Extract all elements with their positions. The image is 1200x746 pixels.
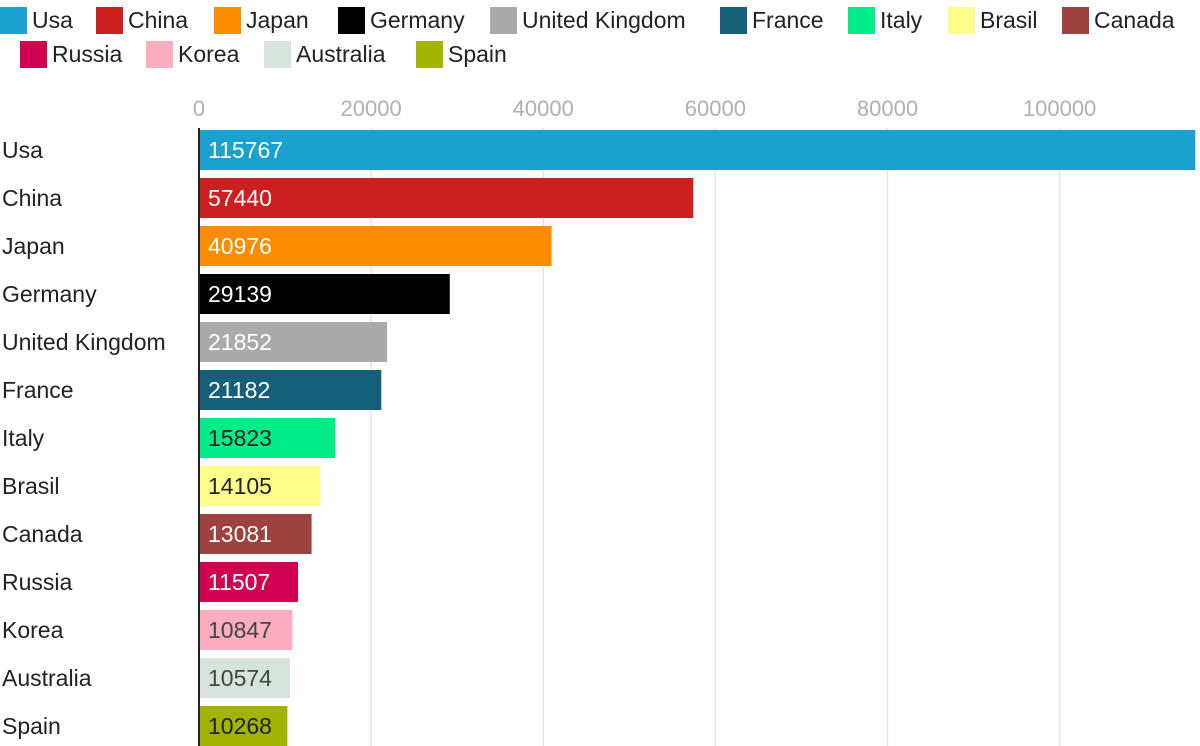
bar-value-label: 14105 (208, 473, 272, 499)
y-category-label: Brasil (2, 473, 60, 499)
legend-item: Brasil (948, 3, 1038, 37)
bar (199, 130, 1196, 170)
bar-value-label: 10847 (208, 617, 272, 643)
y-category-label: Australia (2, 665, 92, 691)
bar (199, 370, 382, 410)
y-category-label: Italy (2, 425, 45, 451)
legend-row: Usa China Japan Germany United Kingdom France… (0, 3, 1200, 37)
legend-label: Russia (52, 40, 123, 67)
legend-swatch (416, 40, 443, 68)
legend-label: China (128, 6, 189, 33)
y-category-label: Russia (2, 569, 73, 595)
bar (199, 418, 336, 458)
y-category-label: Japan (2, 233, 65, 259)
x-tick-label: 20000 (341, 96, 402, 121)
y-category-label: Germany (2, 281, 97, 307)
legend-swatch (0, 6, 27, 34)
legend-item: France (720, 3, 824, 37)
x-tick-label: 80000 (857, 96, 918, 121)
legend-swatch (948, 6, 975, 34)
bar (199, 514, 312, 554)
legend-item: China (96, 3, 188, 37)
legend-item: Canada (1062, 3, 1175, 37)
legend-item: Korea (146, 37, 239, 71)
bar (199, 706, 288, 746)
legend-swatch (1062, 6, 1089, 34)
legend-label: Korea (178, 40, 240, 67)
legend-label: Japan (246, 6, 309, 33)
legend-swatch (214, 6, 241, 34)
bar-value-label: 40976 (208, 233, 272, 259)
y-category-label: Spain (2, 713, 61, 739)
y-category-label: Korea (2, 617, 64, 643)
bar-value-label: 15823 (208, 425, 272, 451)
bar-value-label: 29139 (208, 281, 272, 307)
y-category-label: France (2, 377, 74, 403)
x-tick-label: 60000 (685, 96, 746, 121)
bar (199, 610, 293, 650)
legend-swatch (20, 40, 47, 68)
y-category-label: China (2, 185, 62, 211)
x-tick-label: 0 (193, 96, 205, 121)
legend-swatch (146, 40, 173, 68)
legend-label: Canada (1094, 6, 1175, 33)
legend-item: Spain (416, 37, 507, 71)
legend-label: Spain (448, 40, 507, 67)
bar-value-label: 21182 (208, 377, 270, 403)
legend-swatch (264, 40, 291, 68)
legend-swatch (848, 6, 875, 34)
legend-label: France (752, 6, 824, 33)
legend-item: Germany (338, 3, 465, 37)
legend-label: Australia (296, 40, 386, 67)
legend-label: Usa (32, 6, 73, 33)
bar (199, 658, 290, 698)
legend-row: Russia Korea Australia Spain (0, 37, 1200, 71)
legend-label: United Kingdom (522, 6, 686, 33)
bar (199, 274, 450, 314)
bar-value-label: 10268 (208, 713, 272, 739)
bar (199, 226, 552, 266)
x-tick-label: 40000 (513, 96, 574, 121)
legend-item: Usa (0, 3, 73, 37)
legend-label: Germany (370, 6, 465, 33)
y-category-label: Usa (2, 137, 43, 163)
legend-item: Russia (20, 37, 122, 71)
bar-value-label: 57440 (208, 185, 272, 211)
bar-value-label: 13081 (208, 521, 272, 547)
y-category-label: Canada (2, 521, 83, 547)
legend-item: Australia (264, 37, 385, 71)
bar (199, 322, 388, 362)
bar-value-label: 11507 (208, 569, 270, 595)
legend-swatch (338, 6, 365, 34)
x-tick-label: 100000 (1023, 96, 1096, 121)
bar (199, 466, 321, 506)
bar-value-label: 10574 (208, 665, 272, 691)
legend-swatch (96, 6, 123, 34)
bar-value-label: 115767 (208, 137, 283, 163)
bar (199, 562, 299, 602)
legend-item: Italy (848, 3, 922, 37)
legend-swatch (490, 6, 517, 34)
bar-value-label: 21852 (208, 329, 272, 355)
legend-label: Italy (880, 6, 923, 33)
y-category-label: United Kingdom (2, 329, 166, 355)
legend-swatch (720, 6, 747, 34)
bar (199, 178, 694, 218)
legend-item: Japan (214, 3, 309, 37)
legend-item: United Kingdom (490, 3, 686, 37)
legend-label: Brasil (980, 6, 1038, 33)
